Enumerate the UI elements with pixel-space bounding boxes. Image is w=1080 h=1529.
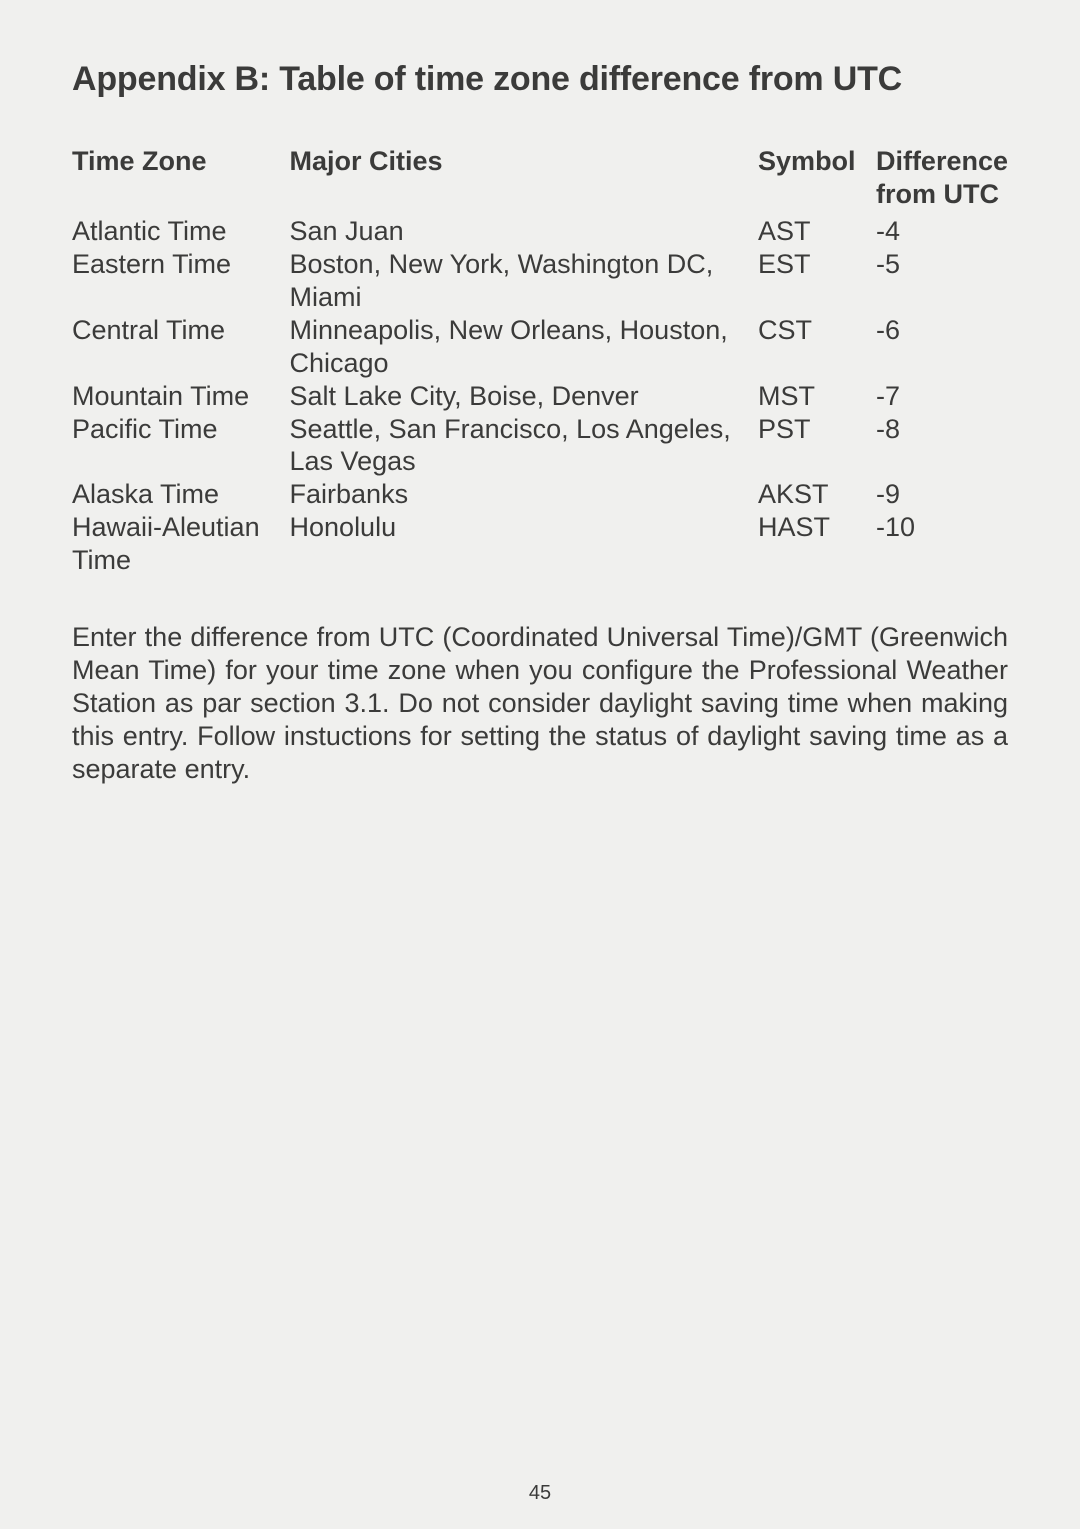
cell-symbol: MST [758,380,876,413]
cell-cities: Minneapolis, New Orleans, Houston, Chica… [290,314,759,380]
page-number: 45 [0,1482,1080,1505]
table-row: Atlantic Time San Juan AST -4 [72,215,1008,248]
cell-timezone: Atlantic Time [72,215,290,248]
table-row: Alaska Time Fairbanks AKST -9 [72,478,1008,511]
header-symbol: Symbol [758,145,876,215]
table-row: Mountain Time Salt Lake City, Boise, Den… [72,380,1008,413]
instruction-paragraph: Enter the difference from UTC (Coordinat… [72,621,1008,786]
header-cities: Major Cities [290,145,759,215]
cell-symbol: AST [758,215,876,248]
cell-timezone: Pacific Time [72,413,290,479]
appendix-title: Appendix B: Table of time zone differenc… [72,60,1008,99]
cell-diff: -4 [876,215,1008,248]
cell-diff: -6 [876,314,1008,380]
timezone-table: Time Zone Major Cities Symbol Difference… [72,145,1008,577]
cell-symbol: AKST [758,478,876,511]
cell-symbol: PST [758,413,876,479]
cell-cities: Seattle, San Francisco, Los Angeles, Las… [290,413,759,479]
cell-symbol: HAST [758,511,876,577]
cell-diff: -5 [876,248,1008,314]
cell-timezone: Alaska Time [72,478,290,511]
cell-timezone: Hawaii-Aleutian Time [72,511,290,577]
cell-cities: San Juan [290,215,759,248]
cell-diff: -10 [876,511,1008,577]
table-header-row: Time Zone Major Cities Symbol Difference… [72,145,1008,215]
header-diff-line2: from UTC [876,178,1008,211]
cell-diff: -7 [876,380,1008,413]
cell-symbol: EST [758,248,876,314]
cell-timezone: Mountain Time [72,380,290,413]
header-difference: Difference from UTC [876,145,1008,215]
table-body: Atlantic Time San Juan AST -4 Eastern Ti… [72,215,1008,577]
table-row: Eastern Time Boston, New York, Washingto… [72,248,1008,314]
cell-cities: Boston, New York, Washington DC, Miami [290,248,759,314]
document-page: Appendix B: Table of time zone differenc… [0,0,1080,1529]
cell-timezone: Eastern Time [72,248,290,314]
table-row: Hawaii-Aleutian Time Honolulu HAST -10 [72,511,1008,577]
cell-cities: Salt Lake City, Boise, Denver [290,380,759,413]
cell-timezone: Central Time [72,314,290,380]
header-diff-line1: Difference [876,145,1008,178]
table-row: Central Time Minneapolis, New Orleans, H… [72,314,1008,380]
cell-diff: -8 [876,413,1008,479]
cell-cities: Honolulu [290,511,759,577]
table-row: Pacific Time Seattle, San Francisco, Los… [72,413,1008,479]
cell-symbol: CST [758,314,876,380]
header-timezone: Time Zone [72,145,290,215]
cell-diff: -9 [876,478,1008,511]
cell-cities: Fairbanks [290,478,759,511]
